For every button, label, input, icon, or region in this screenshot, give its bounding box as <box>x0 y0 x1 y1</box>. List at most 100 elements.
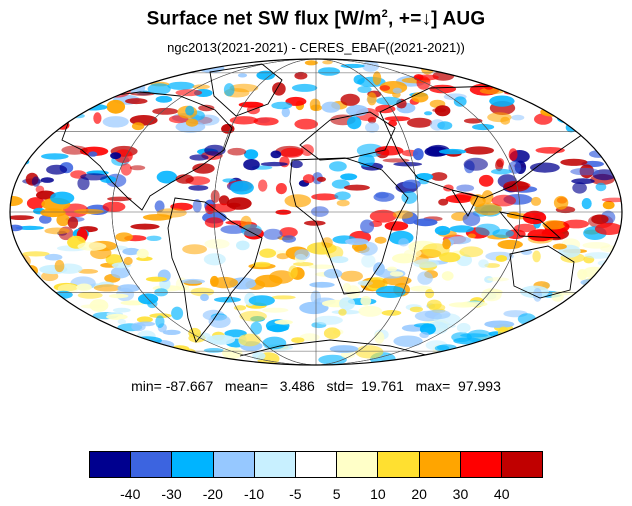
anomaly-patch <box>600 324 622 337</box>
anomaly-patch <box>600 245 619 253</box>
anomaly-patch <box>527 354 553 359</box>
anomaly-patch <box>276 253 290 260</box>
anomaly-patch <box>594 222 622 235</box>
anomaly-patch <box>222 347 243 359</box>
anomaly-patch <box>120 163 132 176</box>
anomaly-patch <box>160 65 169 73</box>
anomaly-patch <box>502 81 522 89</box>
anomaly-patch <box>453 96 467 107</box>
anomaly-patch <box>438 148 467 155</box>
anomaly-patch <box>248 295 275 306</box>
anomaly-patch <box>599 88 612 97</box>
anomaly-patch <box>484 62 502 76</box>
anomaly-patch <box>340 173 358 181</box>
anomaly-patch <box>489 70 503 77</box>
anomaly-patch <box>508 148 518 161</box>
anomaly-patch <box>563 327 586 337</box>
anomaly-patch <box>384 221 409 231</box>
anomaly-patch <box>577 67 594 75</box>
anomaly-patch <box>517 69 538 82</box>
anomaly-patch <box>449 59 480 68</box>
anomaly-patch <box>490 79 509 86</box>
anomaly-patch <box>107 196 132 202</box>
std-label: std= <box>326 378 354 394</box>
anomaly-patch <box>323 268 343 279</box>
anomaly-patch <box>463 157 488 171</box>
anomaly-patch <box>434 105 451 117</box>
anomaly-patch <box>606 99 617 112</box>
anomaly-patch <box>112 307 131 313</box>
anomaly-patch <box>66 339 80 348</box>
anomaly-patch <box>131 122 145 131</box>
anomaly-patch <box>271 101 293 110</box>
anomaly-patch <box>413 259 440 268</box>
anomaly-patch <box>136 316 153 323</box>
anomaly-patch <box>250 321 262 335</box>
anomaly-patch <box>393 162 423 167</box>
anomaly-patch <box>601 197 622 203</box>
anomaly-patch <box>478 174 494 187</box>
anomaly-patch <box>152 107 179 115</box>
anomaly-patch <box>105 254 123 265</box>
anomaly-patch <box>172 355 194 362</box>
anomaly-patch <box>230 180 254 195</box>
anomaly-patch <box>77 269 99 274</box>
colorbar-tick-label: 20 <box>411 486 427 502</box>
anomaly-patch <box>546 59 575 72</box>
anomaly-patch <box>367 92 377 106</box>
anomaly-patch <box>562 61 590 67</box>
anomaly-patch <box>102 328 120 336</box>
anomaly-patch <box>583 311 609 322</box>
anomaly-patch <box>384 116 411 122</box>
anomaly-patch <box>529 69 539 79</box>
colorbar-segment <box>501 452 543 477</box>
anomaly-patch <box>102 201 126 212</box>
anomaly-patch <box>304 60 318 66</box>
anomaly-patch <box>64 332 74 337</box>
anomaly-patch <box>288 265 298 279</box>
coastline-australia <box>509 245 575 299</box>
anomaly-patch <box>192 199 202 213</box>
anomaly-patch <box>546 83 556 89</box>
anomaly-patch <box>127 346 155 354</box>
anomaly-patch <box>581 198 592 210</box>
anomaly-patch <box>309 281 335 288</box>
anomaly-patch <box>221 123 235 134</box>
anomaly-patch <box>382 158 410 163</box>
colorbar-segment <box>172 452 214 477</box>
coastline-greenland <box>209 63 283 117</box>
anomaly-patch <box>238 101 264 108</box>
anomaly-patch <box>72 63 97 75</box>
anomaly-patch <box>311 206 329 217</box>
anomaly-patch <box>77 176 90 191</box>
anomaly-patch <box>46 65 72 72</box>
anomaly-patch <box>59 66 74 79</box>
anomaly-patch <box>441 271 454 281</box>
anomaly-patch <box>175 174 194 184</box>
anomaly-patch <box>182 244 208 255</box>
anomaly-patch <box>365 122 380 133</box>
anomaly-patch <box>589 307 616 316</box>
anomaly-patch <box>102 116 129 128</box>
anomaly-patch <box>587 280 604 294</box>
anomaly-patch <box>26 197 45 210</box>
anomaly-patch <box>38 101 57 110</box>
anomaly-patch <box>252 261 271 268</box>
anomaly-patch <box>10 271 26 276</box>
anomaly-patch <box>10 215 35 221</box>
anomaly-patch <box>181 278 206 284</box>
anomaly-patch <box>226 197 252 210</box>
anomaly-patch <box>93 342 121 353</box>
anomaly-patch <box>491 168 512 175</box>
anomaly-patch <box>223 83 235 97</box>
anomaly-patch <box>418 179 430 185</box>
anomaly-patch <box>135 59 159 68</box>
anomaly-patch <box>347 116 362 130</box>
colorbar-tick-label: 5 <box>332 486 341 502</box>
anomaly-patch <box>10 76 29 89</box>
anomaly-patch <box>551 71 568 79</box>
anomaly-patch <box>74 66 92 75</box>
anomaly-patch <box>294 249 311 260</box>
anomaly-patch <box>345 238 369 246</box>
anomaly-patch <box>417 271 433 285</box>
